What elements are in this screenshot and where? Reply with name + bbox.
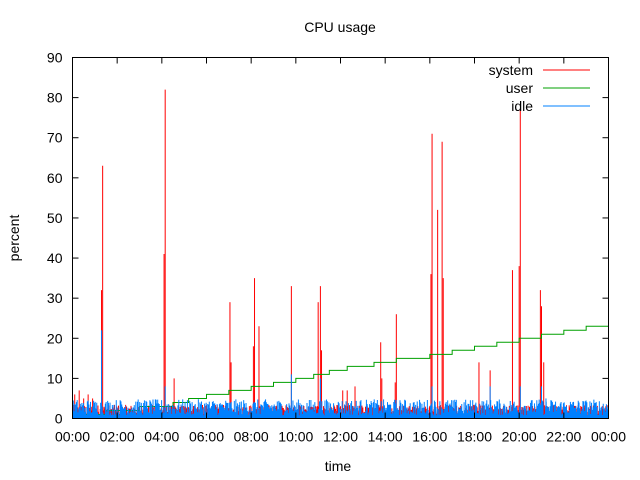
x-axis-label: time	[325, 458, 352, 474]
y-tick-label: 60	[47, 170, 63, 186]
legend-label-user: user	[506, 80, 534, 96]
x-tick-label: 12:00	[323, 429, 358, 445]
plot-area	[72, 89, 609, 419]
y-tick-label: 80	[47, 90, 63, 106]
chart-title: CPU usage	[304, 19, 376, 35]
user-line	[72, 325, 609, 415]
plot-frame	[72, 57, 609, 419]
x-tick-label: 20:00	[502, 429, 537, 445]
y-tick-label: 40	[47, 250, 63, 266]
y-tick-label: 0	[55, 411, 63, 427]
system-series	[72, 89, 609, 419]
x-tick-label: 04:00	[144, 429, 179, 445]
x-tick-label: 18:00	[457, 429, 492, 445]
user-series	[72, 325, 609, 415]
x-tick-label: 00:00	[55, 429, 90, 445]
y-tick-label: 10	[47, 370, 63, 386]
legend-label-system: system	[489, 62, 533, 78]
x-tick-label: 22:00	[546, 429, 581, 445]
legend: system user idle	[489, 62, 590, 114]
axes: 0 10 20 30 40 50 60 70 80 90 00:00 02:00 04:00 06:00 0…	[47, 50, 626, 445]
x-tick-label: 14:00	[368, 429, 403, 445]
legend-label-idle: idle	[511, 98, 533, 114]
y-tick-label: 20	[47, 330, 63, 346]
x-tick-label: 10:00	[278, 429, 313, 445]
x-tick-label: 02:00	[100, 429, 135, 445]
y-axis-label: percent	[6, 215, 22, 262]
idle-series	[72, 330, 609, 419]
x-tick-label: 06:00	[189, 429, 224, 445]
y-tick-label: 30	[47, 290, 63, 306]
y-tick-label: 50	[47, 210, 63, 226]
x-tick-label: 00:00	[591, 429, 626, 445]
x-tick-label: 16:00	[412, 429, 447, 445]
x-tick-label: 08:00	[234, 429, 269, 445]
y-tick-label: 90	[47, 50, 63, 66]
y-tick-label: 70	[47, 130, 63, 146]
